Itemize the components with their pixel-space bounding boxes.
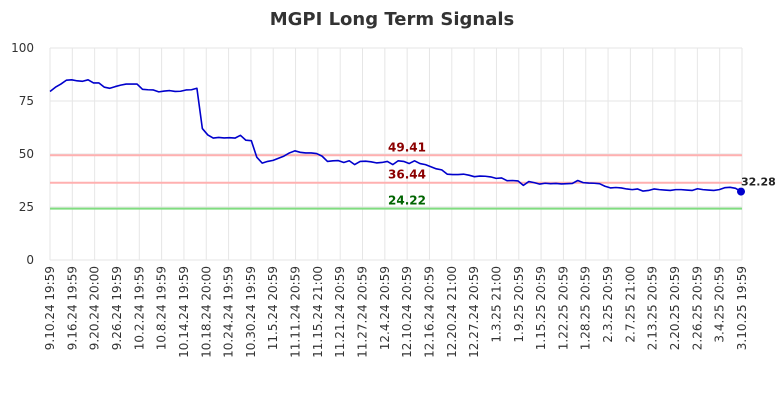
y-axis: 0 25 50 75 100 [11,41,34,267]
reference-line-label: 36.44 [388,168,426,182]
x-axis: 9.10.24 19:59 9.16.24 19:59 9.20.24 20:00 9… [43,266,749,358]
y-tick-label: 50 [19,147,34,161]
x-tick-label: 10.18.24 20:00 [199,266,213,358]
x-tick-label: 10.2.24 19:59 [132,266,146,350]
last-value-label: 32.28 [741,176,776,189]
x-tick-label: 2.26.25 20:59 [690,266,704,350]
y-tick-label: 25 [19,200,34,214]
x-tick-label: 11.15.24 21:00 [311,266,325,358]
last-point-marker [737,187,745,196]
x-tick-label: 1.28.25 20:59 [579,266,593,350]
x-tick-label: 9.16.24 19:59 [65,266,79,350]
x-tick-label: 11.5.24 20:59 [266,266,280,350]
y-tick-label: 75 [19,94,34,108]
x-tick-label: 11.11.24 20:59 [289,266,303,358]
x-tick-label: 12.10.24 20:59 [400,266,414,358]
x-tick-label: 1.15.25 20:59 [534,266,548,350]
x-tick-label: 11.21.24 20:59 [333,266,347,358]
x-tick-label: 1.9.25 20:59 [512,266,526,343]
x-tick-label: 1.22.25 20:59 [556,266,570,350]
y-tick-label: 100 [11,41,34,55]
x-tick-label: 12.16.24 20:59 [422,266,436,358]
x-tick-label: 10.14.24 19:59 [177,266,191,358]
x-tick-label: 3.10.25 19:59 [735,266,749,350]
reference-line-label: 49.41 [388,140,426,154]
reference-line-label: 24.22 [388,194,426,208]
annotations: 32.28 [741,176,776,189]
x-tick-label: 9.26.24 19:59 [110,266,124,350]
y-tick-label: 0 [26,253,34,267]
x-tick-label: 2.3.25 20:59 [601,266,615,343]
x-tick-label: 10.30.24 19:59 [244,266,258,358]
x-tick-label: 12.27.24 20:59 [467,266,481,358]
x-tick-label: 2.7.25 21:00 [623,266,637,343]
x-tick-label: 3.4.25 20:59 [713,266,727,343]
x-tick-label: 9.10.24 19:59 [43,266,57,350]
x-tick-label: 12.4.24 20:59 [378,266,392,350]
x-tick-label: 12.20.24 21:00 [445,266,459,358]
x-tick-label: 2.20.25 20:59 [668,266,682,350]
x-tick-label: 1.3.25 21:00 [489,266,503,343]
x-tick-label: 11.27.24 20:59 [356,266,370,358]
x-tick-label: 10.24.24 19:59 [222,266,236,358]
series-line [49,79,742,193]
series-layer [49,79,745,196]
x-tick-label: 9.20.24 20:00 [88,266,102,350]
reference-lines: 49.41 36.44 24.22 [50,140,742,210]
x-tick-label: 10.8.24 19:59 [155,266,169,350]
x-tick-label: 2.13.25 20:59 [646,266,660,350]
chart-title: MGPI Long Term Signals [270,9,515,30]
